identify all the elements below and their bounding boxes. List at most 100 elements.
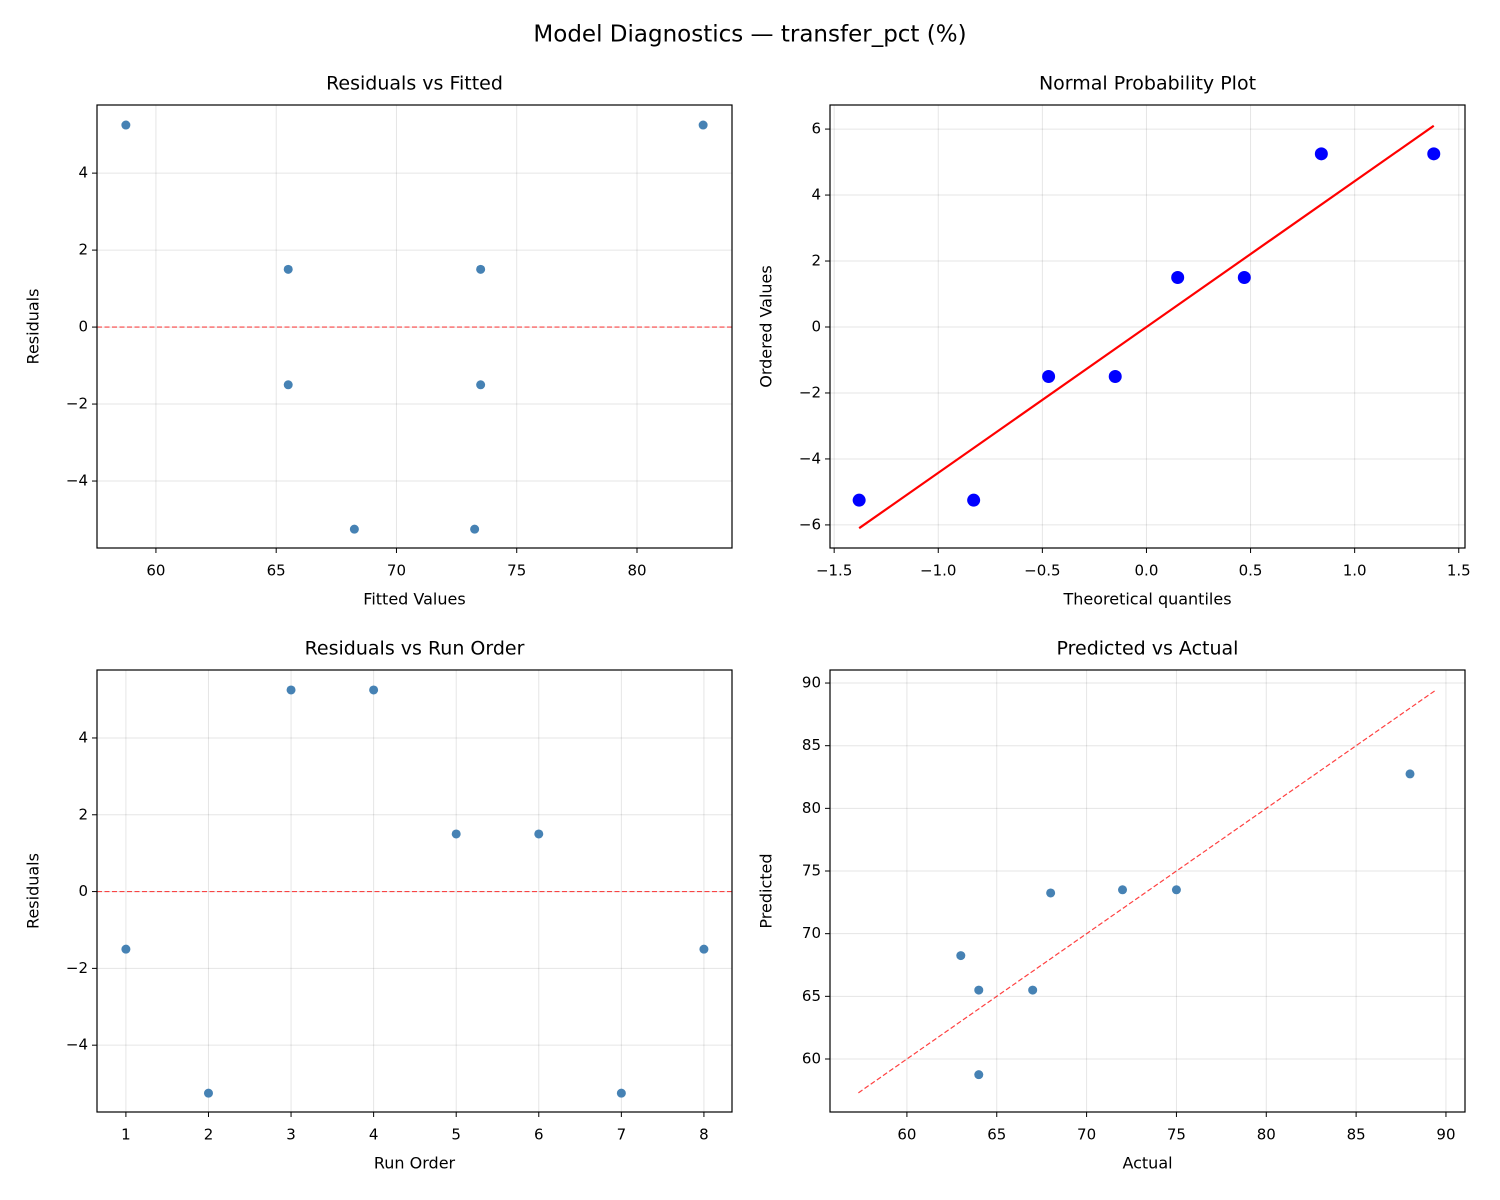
x-tick-label: 85 bbox=[1347, 1126, 1366, 1144]
subplot-title: Normal Probability Plot bbox=[1039, 73, 1256, 95]
data-point bbox=[1427, 147, 1441, 161]
x-axis-label: Run Order bbox=[374, 1154, 456, 1173]
x-tick-label: 60 bbox=[146, 562, 165, 580]
x-tick-label: 4 bbox=[369, 1126, 379, 1144]
data-point bbox=[476, 264, 486, 274]
x-tick-label: 65 bbox=[987, 1126, 1006, 1144]
data-point bbox=[1046, 888, 1056, 898]
data-point bbox=[1108, 369, 1122, 383]
data-point bbox=[203, 1088, 213, 1098]
data-point bbox=[451, 829, 461, 839]
x-tick-label: 70 bbox=[1077, 1126, 1096, 1144]
subplot-title: Residuals vs Run Order bbox=[305, 638, 525, 660]
y-tick-label: −2 bbox=[799, 383, 821, 401]
data-point bbox=[1042, 369, 1056, 383]
x-tick-label: −1.5 bbox=[816, 562, 852, 580]
x-tick-label: −1.0 bbox=[920, 562, 956, 580]
data-point bbox=[349, 524, 359, 534]
data-point bbox=[1171, 885, 1181, 895]
data-point bbox=[369, 685, 379, 695]
x-tick-label: 2 bbox=[204, 1126, 214, 1144]
y-tick-label: 0 bbox=[78, 318, 88, 336]
data-point bbox=[974, 1070, 984, 1080]
x-tick-label: 90 bbox=[1436, 1126, 1455, 1144]
plot-frame bbox=[829, 104, 1466, 549]
data-point bbox=[1314, 147, 1328, 161]
data-point bbox=[1405, 769, 1415, 779]
x-tick-label: 65 bbox=[267, 562, 286, 580]
data-point bbox=[121, 944, 131, 954]
x-tick-label: 8 bbox=[699, 1126, 709, 1144]
x-tick-label: 75 bbox=[1167, 1126, 1186, 1144]
data-point bbox=[534, 829, 544, 839]
data-point bbox=[121, 120, 131, 130]
x-axis-label: Actual bbox=[1122, 1154, 1172, 1173]
y-tick-label: 60 bbox=[802, 1049, 821, 1067]
y-tick-label: 4 bbox=[78, 164, 88, 182]
fit-line bbox=[858, 690, 1436, 1094]
x-tick-label: −0.5 bbox=[1024, 562, 1060, 580]
y-tick-label: 0 bbox=[811, 317, 821, 335]
y-axis-label: Ordered Values bbox=[757, 265, 776, 387]
y-tick-label: 65 bbox=[802, 987, 821, 1005]
y-axis-label: Predicted bbox=[757, 853, 776, 928]
y-tick-label: 70 bbox=[802, 924, 821, 942]
y-tick-label: 0 bbox=[78, 882, 88, 900]
y-tick-label: 90 bbox=[802, 674, 821, 692]
data-point bbox=[470, 524, 480, 534]
x-tick-label: 0.5 bbox=[1239, 562, 1263, 580]
data-point bbox=[1028, 985, 1038, 995]
y-tick-label: −6 bbox=[799, 515, 821, 533]
y-axis-label: Residuals bbox=[24, 853, 43, 929]
data-point bbox=[1171, 271, 1185, 285]
y-tick-label: −2 bbox=[66, 395, 88, 413]
x-tick-label: 0.0 bbox=[1135, 562, 1159, 580]
x-tick-label: 3 bbox=[286, 1126, 296, 1144]
data-point bbox=[956, 951, 966, 961]
y-tick-label: 80 bbox=[802, 799, 821, 817]
y-tick-label: 2 bbox=[78, 241, 88, 259]
x-axis-label: Theoretical quantiles bbox=[1062, 590, 1231, 609]
x-tick-label: 6 bbox=[534, 1126, 544, 1144]
x-tick-label: 80 bbox=[627, 562, 646, 580]
fit-line bbox=[858, 124, 1435, 530]
data-point bbox=[967, 493, 981, 507]
y-tick-label: 2 bbox=[811, 252, 821, 270]
subplot-title: Residuals vs Fitted bbox=[326, 73, 503, 95]
x-tick-label: 1.5 bbox=[1447, 562, 1471, 580]
data-point bbox=[974, 985, 984, 995]
subplot-title: Predicted vs Actual bbox=[1057, 638, 1239, 660]
y-tick-label: −4 bbox=[799, 449, 821, 467]
data-point bbox=[1118, 885, 1128, 895]
y-tick-label: 75 bbox=[802, 862, 821, 880]
x-tick-label: 75 bbox=[507, 562, 526, 580]
x-tick-label: 5 bbox=[451, 1126, 461, 1144]
data-point bbox=[283, 380, 293, 390]
figure-title: Model Diagnostics — transfer_pct (%) bbox=[533, 22, 966, 48]
data-point bbox=[616, 1088, 626, 1098]
y-tick-label: 4 bbox=[811, 186, 821, 204]
y-tick-label: 4 bbox=[78, 728, 88, 746]
y-tick-label: −2 bbox=[66, 959, 88, 977]
plot-frame bbox=[96, 104, 733, 549]
x-tick-label: 60 bbox=[897, 1126, 916, 1144]
x-tick-label: 1.0 bbox=[1343, 562, 1367, 580]
data-point bbox=[476, 380, 486, 390]
y-tick-label: −4 bbox=[66, 1036, 88, 1054]
data-point bbox=[699, 944, 709, 954]
data-point bbox=[286, 685, 296, 695]
x-tick-label: 80 bbox=[1257, 1126, 1276, 1144]
y-axis-label: Residuals bbox=[24, 289, 43, 365]
plot-frame bbox=[829, 669, 1466, 1113]
x-tick-label: 1 bbox=[121, 1126, 131, 1144]
data-point bbox=[852, 493, 866, 507]
x-axis-label: Fitted Values bbox=[363, 590, 465, 609]
y-tick-label: 85 bbox=[802, 736, 821, 754]
data-point bbox=[698, 120, 708, 130]
x-tick-label: 7 bbox=[617, 1126, 627, 1144]
plot-frame bbox=[96, 669, 733, 1113]
data-point bbox=[283, 264, 293, 274]
data-point bbox=[1237, 271, 1251, 285]
y-tick-label: −4 bbox=[66, 472, 88, 490]
